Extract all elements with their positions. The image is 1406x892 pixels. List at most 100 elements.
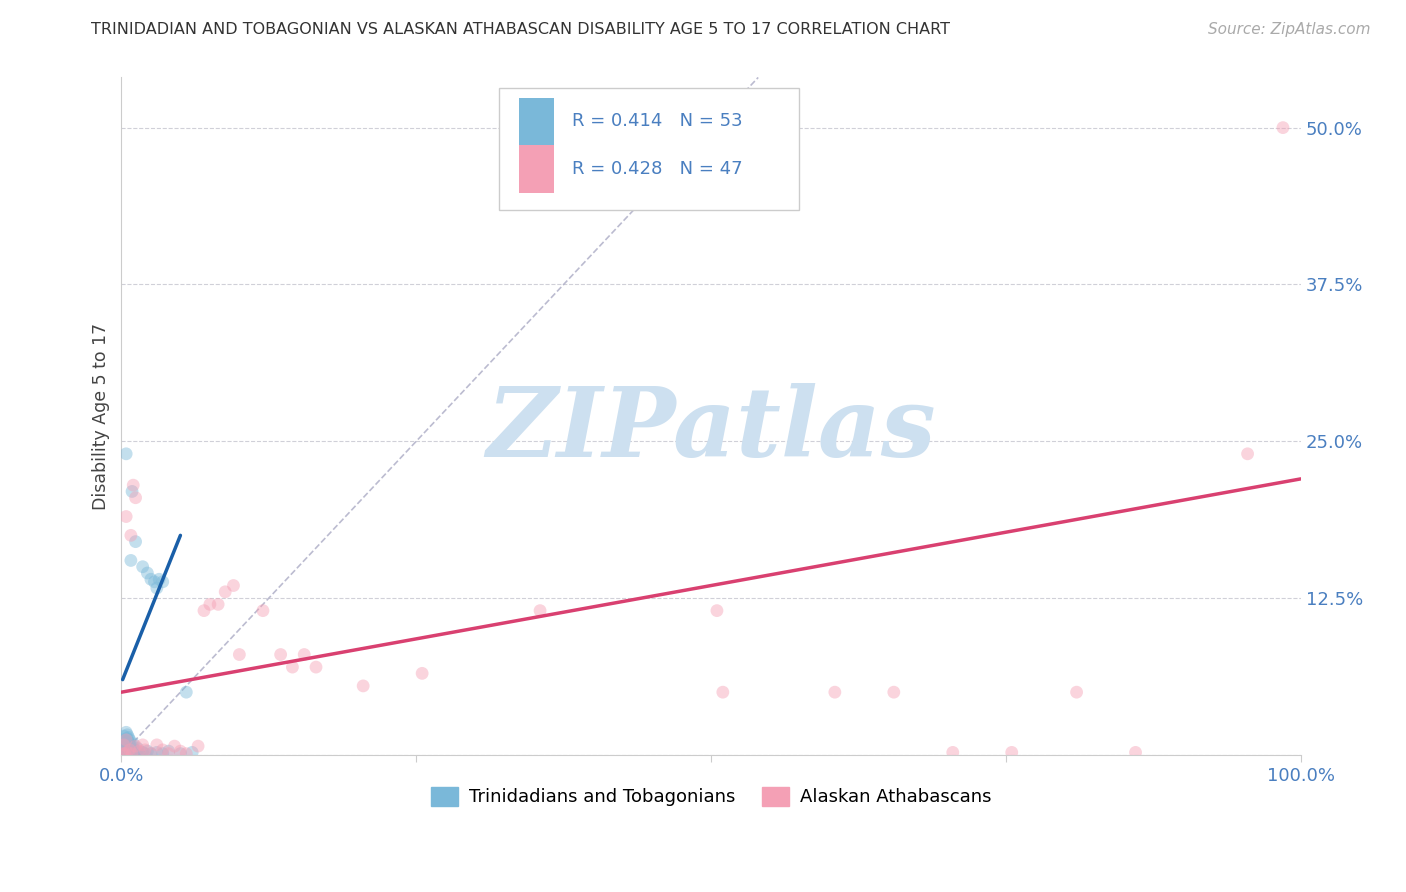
- Point: [529, 604, 551, 618]
- Point: [112, 729, 135, 743]
- Point: [1125, 745, 1147, 759]
- Point: [134, 747, 156, 761]
- Point: [228, 648, 250, 662]
- Point: [120, 739, 142, 753]
- Point: [114, 739, 136, 753]
- Point: [117, 741, 139, 756]
- Point: [121, 747, 143, 761]
- Point: [1236, 447, 1258, 461]
- Point: [143, 574, 166, 589]
- Point: [181, 745, 204, 759]
- Point: [131, 745, 153, 759]
- Point: [112, 738, 135, 752]
- Point: [281, 660, 304, 674]
- Point: [115, 509, 138, 524]
- Point: [148, 572, 170, 586]
- Point: [1066, 685, 1088, 699]
- Point: [131, 738, 153, 752]
- Point: [124, 491, 146, 505]
- Point: [115, 725, 138, 739]
- Point: [198, 598, 221, 612]
- Point: [120, 745, 142, 759]
- Point: [270, 648, 292, 662]
- Legend: Trinidadians and Tobagonians, Alaskan Athabascans: Trinidadians and Tobagonians, Alaskan At…: [423, 780, 998, 814]
- Point: [112, 747, 135, 761]
- Point: [1001, 745, 1024, 759]
- Point: [122, 747, 145, 761]
- Point: [117, 735, 139, 749]
- Point: [124, 739, 146, 753]
- Point: [706, 604, 728, 618]
- Point: [157, 747, 180, 761]
- Text: ZIPatlas: ZIPatlas: [486, 383, 936, 476]
- Point: [1271, 120, 1294, 135]
- Point: [121, 738, 143, 752]
- Bar: [519, 145, 554, 193]
- Point: [411, 666, 433, 681]
- Point: [120, 553, 142, 567]
- Point: [146, 738, 169, 752]
- Point: [115, 732, 138, 747]
- Point: [120, 528, 142, 542]
- Y-axis label: Disability Age 5 to 17: Disability Age 5 to 17: [93, 323, 110, 509]
- Point: [305, 660, 328, 674]
- Point: [117, 731, 139, 745]
- Point: [115, 738, 138, 752]
- Bar: [519, 98, 554, 145]
- Point: [169, 744, 191, 758]
- Text: TRINIDADIAN AND TOBAGONIAN VS ALASKAN ATHABASCAN DISABILITY AGE 5 TO 17 CORRELAT: TRINIDADIAN AND TOBAGONIAN VS ALASKAN AT…: [91, 22, 950, 37]
- Point: [124, 534, 146, 549]
- Point: [139, 747, 162, 761]
- Point: [146, 581, 169, 595]
- Point: [121, 744, 143, 758]
- Point: [152, 747, 174, 761]
- Point: [115, 447, 138, 461]
- Point: [112, 737, 135, 751]
- Point: [114, 747, 136, 761]
- Point: [117, 745, 139, 759]
- Point: [352, 679, 374, 693]
- Point: [942, 745, 965, 759]
- Point: [122, 737, 145, 751]
- Point: [292, 648, 315, 662]
- Point: [117, 745, 139, 759]
- Point: [169, 747, 191, 761]
- Point: [121, 484, 143, 499]
- FancyBboxPatch shape: [499, 87, 800, 210]
- Point: [118, 743, 141, 757]
- Point: [152, 574, 174, 589]
- Point: [193, 604, 215, 618]
- Point: [117, 731, 139, 746]
- Point: [111, 747, 134, 761]
- Point: [111, 745, 134, 759]
- Point: [883, 685, 905, 699]
- Point: [122, 478, 145, 492]
- Point: [115, 744, 138, 758]
- Point: [139, 572, 162, 586]
- Text: R = 0.428   N = 47: R = 0.428 N = 47: [572, 160, 742, 178]
- Point: [222, 578, 245, 592]
- Point: [128, 744, 150, 758]
- Point: [118, 738, 141, 752]
- Point: [114, 734, 136, 748]
- Point: [124, 745, 146, 759]
- Point: [176, 685, 198, 699]
- Point: [111, 732, 134, 747]
- Point: [136, 566, 159, 580]
- Point: [136, 744, 159, 758]
- Text: R = 0.414   N = 53: R = 0.414 N = 53: [572, 112, 742, 130]
- Point: [163, 739, 186, 753]
- Point: [128, 747, 150, 761]
- Point: [131, 559, 153, 574]
- Point: [124, 743, 146, 757]
- Point: [176, 747, 198, 761]
- Point: [146, 745, 169, 759]
- Point: [125, 744, 148, 758]
- Text: Source: ZipAtlas.com: Source: ZipAtlas.com: [1208, 22, 1371, 37]
- Point: [157, 744, 180, 758]
- Point: [111, 740, 134, 755]
- Point: [127, 741, 149, 756]
- Point: [824, 685, 846, 699]
- Point: [139, 747, 162, 761]
- Point: [207, 598, 229, 612]
